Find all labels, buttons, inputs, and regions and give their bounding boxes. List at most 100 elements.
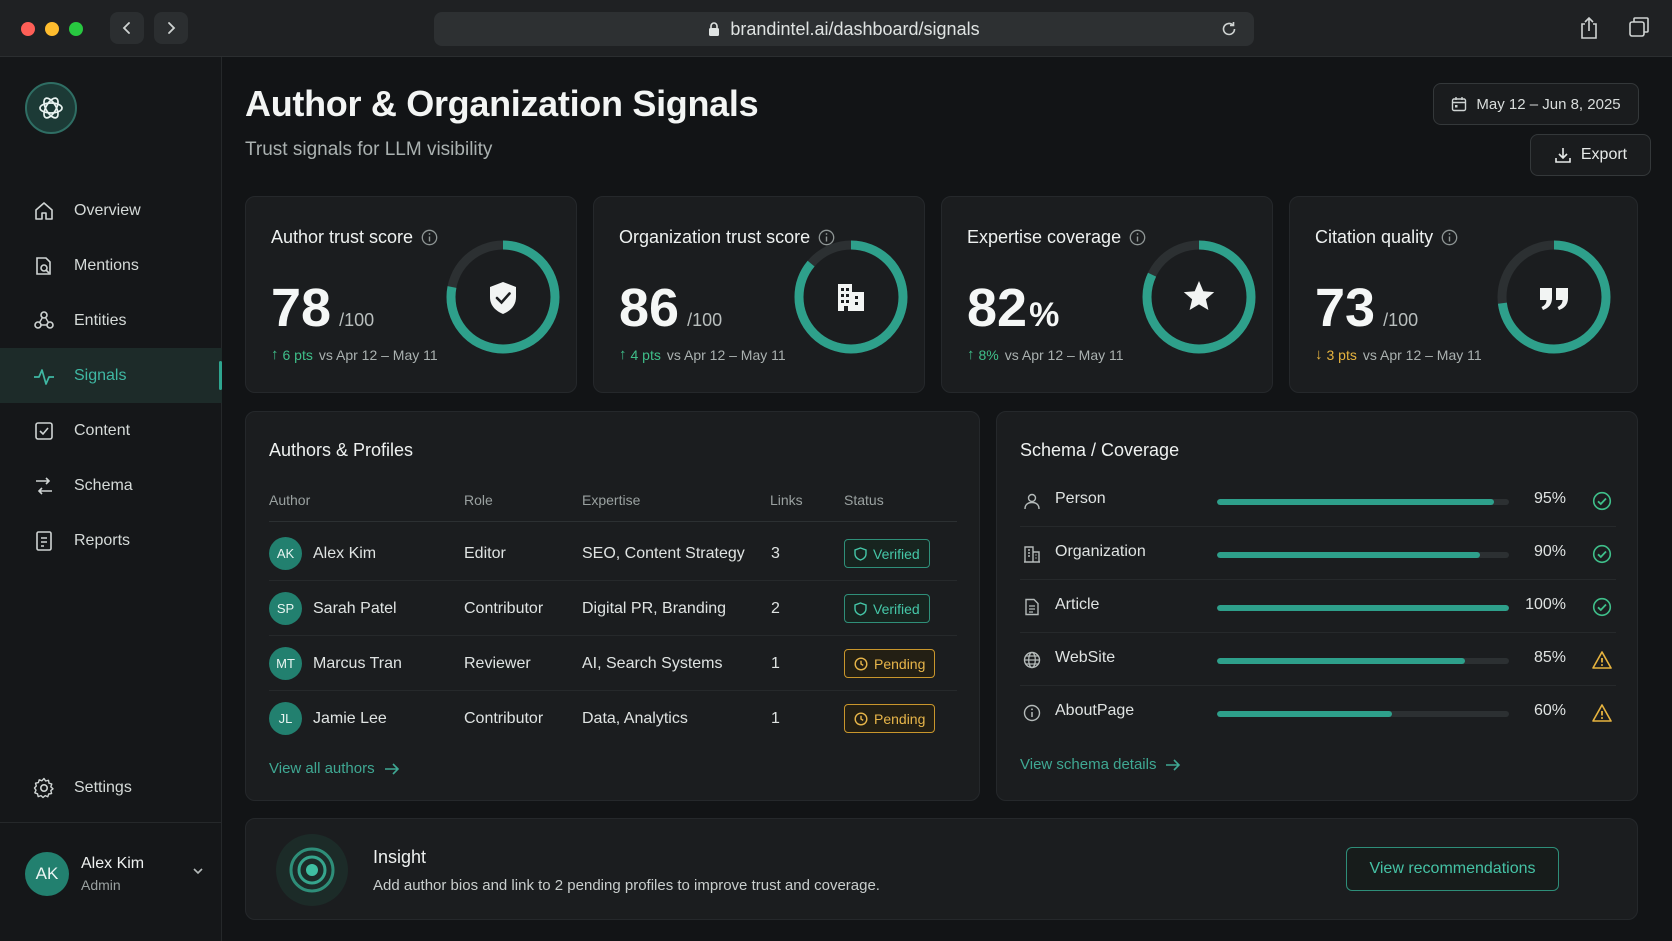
progress-bar: [1217, 499, 1509, 505]
schema-row[interactable]: WebSite 85%: [1020, 633, 1616, 686]
author-name: Jamie Lee: [313, 709, 387, 727]
sidebar-item-signals[interactable]: Signals: [0, 348, 222, 403]
shield-icon: [854, 601, 867, 616]
sidebar-item-entities[interactable]: Entities: [0, 293, 222, 348]
check-circle-icon: [1591, 596, 1613, 618]
gear-icon: [32, 776, 56, 800]
view-recommendations-button[interactable]: View recommendations: [1346, 847, 1559, 891]
page-title: Author & Organization Signals: [245, 83, 759, 124]
close-window-button[interactable]: [21, 22, 35, 36]
table-row[interactable]: JL Jamie Lee Contributor Data, Analytics …: [269, 691, 957, 746]
table-row[interactable]: SP Sarah Patel Contributor Digital PR, Br…: [269, 581, 957, 636]
kpi-delta-value: 4 pts: [630, 346, 661, 363]
author-name: Sarah Patel: [313, 599, 397, 617]
schema-label: Organization: [1055, 543, 1146, 560]
star-icon: [1183, 281, 1215, 310]
reload-icon[interactable]: [1220, 20, 1238, 43]
author-role: Contributor: [464, 709, 544, 727]
info-icon[interactable]: [1129, 229, 1146, 246]
author-role: Contributor: [464, 599, 544, 617]
sidebar-item-label: Overview: [74, 201, 141, 219]
kpi-delta-value: 8%: [978, 346, 999, 363]
section-title: Authors & Profiles: [269, 440, 414, 460]
tabs-overview-icon[interactable]: [1628, 16, 1650, 43]
export-label: Export: [1580, 146, 1628, 163]
user-name: Alex Kim: [81, 855, 145, 872]
table-header: Author Role Expertise Links Status: [269, 492, 957, 522]
info-icon: [1020, 701, 1044, 725]
date-range-picker[interactable]: May 12 – Jun 8, 2025: [1433, 83, 1639, 125]
column-header: Expertise: [582, 492, 641, 508]
schema-percent: 95%: [1533, 490, 1566, 507]
arrow-up-icon: ↑: [619, 346, 627, 363]
kpi-value: 82: [967, 278, 1028, 338]
view-all-authors-link[interactable]: View all authors: [269, 760, 400, 777]
info-icon[interactable]: [421, 229, 438, 246]
share-icon[interactable]: [1578, 16, 1600, 45]
info-icon[interactable]: [1441, 229, 1458, 246]
address-bar[interactable]: brandintel.ai/dashboard/signals: [434, 12, 1254, 46]
user-menu[interactable]: AK Alex Kim Admin: [25, 850, 205, 898]
sidebar-item-label: Mentions: [74, 256, 139, 274]
author-links: 2: [771, 599, 780, 617]
kpi-compare: vs Apr 12 – May 11: [1004, 346, 1124, 363]
kpi-value: 86: [619, 278, 680, 338]
schema-row[interactable]: AboutPage 60%: [1020, 686, 1616, 739]
shield-check-icon: [490, 282, 516, 314]
lock-icon: [708, 21, 720, 37]
status-badge: Verified: [844, 594, 930, 623]
sidebar-item-label: Content: [74, 421, 131, 439]
sidebar-item-settings[interactable]: Settings: [0, 760, 222, 815]
insight-text: Add author bios and link to 2 pending pr…: [373, 877, 880, 894]
author-links: 1: [771, 709, 780, 727]
avatar: AK: [269, 537, 302, 570]
clock-icon: [854, 711, 868, 726]
entities-icon: [32, 309, 56, 333]
kpi-label: Author trust score: [271, 227, 414, 247]
app-logo[interactable]: [25, 82, 77, 134]
schema-percent: 85%: [1533, 649, 1566, 666]
schema-row[interactable]: Organization 90%: [1020, 527, 1616, 580]
avatar: JL: [269, 702, 302, 735]
schema-label: WebSite: [1055, 649, 1116, 666]
arrow-up-icon: ↑: [967, 346, 975, 363]
sidebar-item-content[interactable]: Content: [0, 403, 222, 458]
table-row[interactable]: MT Marcus Tran Reviewer AI, Search System…: [269, 636, 957, 691]
export-button[interactable]: Export: [1530, 134, 1651, 176]
progress-ring: [794, 240, 908, 354]
insight-card: Insight Add author bios and link to 2 pe…: [245, 818, 1638, 920]
kpi-compare: vs Apr 12 – May 11: [666, 346, 786, 363]
avatar: SP: [269, 592, 302, 625]
schema-percent: 60%: [1533, 702, 1566, 719]
warning-icon: [1591, 649, 1613, 671]
sidebar-item-label: Schema: [74, 476, 133, 494]
sidebar-item-overview[interactable]: Overview: [0, 183, 222, 238]
schema-label: AboutPage: [1055, 702, 1135, 719]
section-title: Schema / Coverage: [1020, 440, 1180, 460]
sidebar-item-mentions[interactable]: Mentions: [0, 238, 222, 293]
status-badge: Pending: [844, 704, 936, 733]
progress-ring: [1142, 240, 1256, 354]
kpi-card-expertise-coverage: Expertise coverage 82 % ↑ 8% vs Apr 12 –…: [941, 196, 1273, 393]
sidebar-item-schema[interactable]: Schema: [0, 458, 222, 513]
chevron-down-icon[interactable]: [191, 864, 205, 883]
check-circle-icon: [1591, 543, 1613, 565]
date-range-label: May 12 – Jun 8, 2025: [1476, 95, 1621, 113]
schema-row[interactable]: Article 100%: [1020, 580, 1616, 633]
column-header: Status: [844, 492, 884, 508]
signals-icon: [32, 364, 56, 388]
minimize-window-button[interactable]: [45, 22, 59, 36]
view-schema-details-link[interactable]: View schema details: [1020, 756, 1181, 773]
user-role: Admin: [81, 877, 121, 893]
back-button[interactable]: [110, 12, 144, 44]
maximize-window-button[interactable]: [69, 22, 83, 36]
forward-button[interactable]: [154, 12, 188, 44]
schema-label: Person: [1055, 490, 1106, 507]
table-row[interactable]: AK Alex Kim Editor SEO, Content Strategy …: [269, 526, 957, 581]
sidebar-item-reports[interactable]: Reports: [0, 513, 222, 568]
author-links: 1: [771, 654, 780, 672]
schema-row[interactable]: Person 95%: [1020, 474, 1616, 527]
kpi-delta-value: 6 pts: [282, 346, 313, 363]
info-icon[interactable]: [818, 229, 835, 246]
kpi-label: Expertise coverage: [967, 227, 1122, 247]
